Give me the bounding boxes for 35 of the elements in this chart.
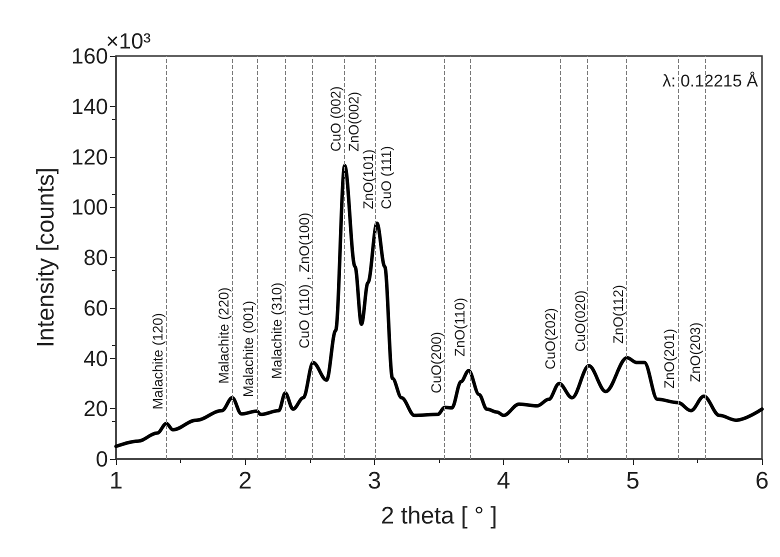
y-tick-label: 140 [71, 94, 108, 119]
annotation: λ: 0.12215 Å [662, 72, 759, 90]
annotation: CuO (111) [378, 146, 394, 210]
annotation: ZnO(110) [452, 298, 468, 357]
y-tick-label: 100 [71, 194, 108, 220]
annotation: ZnO(112) [610, 284, 626, 344]
annotation: Malachite (310) [268, 282, 284, 380]
x-tick-label: 6 [755, 468, 769, 494]
y-axis-title: Intensity [counts] [32, 167, 60, 348]
annotation: CuO (110) , ZnO(100) [296, 212, 312, 349]
annotation: CuO(202) [542, 308, 558, 370]
annotation: Malachite (120) [149, 312, 166, 410]
annotation: Malachite (001) [240, 300, 256, 398]
x-tick-label: 2 [238, 468, 252, 494]
annotation: Malachite (220) [215, 287, 232, 384]
x-tick-label: 5 [626, 468, 640, 494]
text: ×10³ [106, 28, 151, 54]
y-tick-label: 60 [84, 295, 108, 320]
y-tick-label: 20 [84, 396, 108, 422]
annotation: ZnO(203) [686, 322, 703, 382]
x-tick-label: 3 [368, 468, 382, 494]
x-tick-label: 1 [109, 468, 123, 494]
annotation: ZnO(201) [661, 328, 678, 389]
y-tick-label: 120 [71, 144, 108, 170]
annotation: CuO(020) [572, 290, 588, 352]
annotation: CuO (002) [328, 86, 344, 152]
y-tick-label: 40 [84, 346, 108, 371]
y-tick-label: 80 [84, 245, 108, 270]
y-tick-label: 0 [96, 446, 108, 472]
annotation: ZnO(002) [346, 92, 362, 152]
x-tick-label: 4 [496, 468, 510, 494]
annotation: CuO(200) [428, 332, 444, 394]
y-tick-label: 160 [71, 44, 108, 68]
annotation: ZnO(101) [360, 149, 376, 210]
x-axis-title: 2 theta [ ° ] [380, 502, 498, 530]
